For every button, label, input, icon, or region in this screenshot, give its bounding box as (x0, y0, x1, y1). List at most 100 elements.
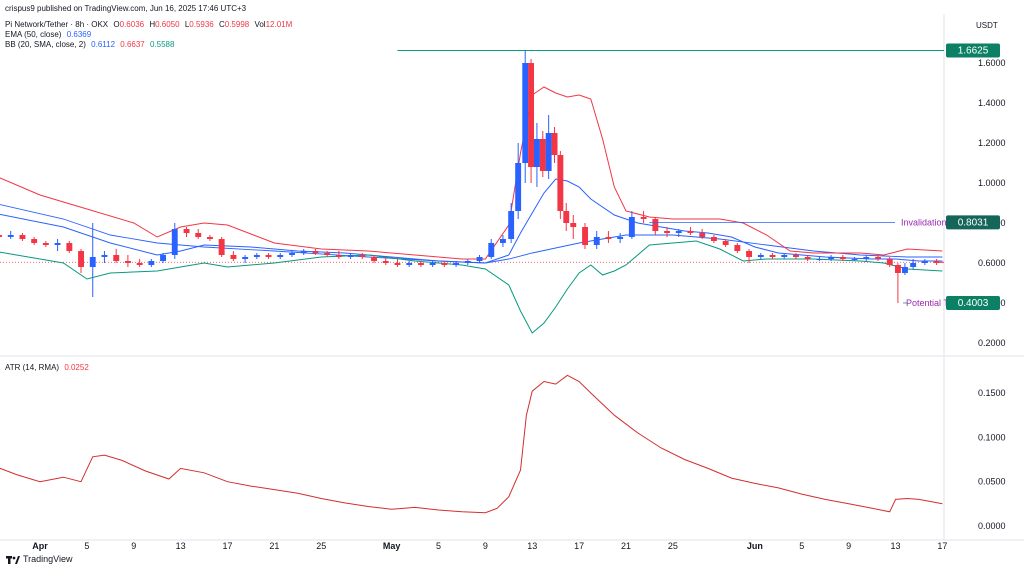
bb-label: BB (20, SMA, close, 2) (5, 40, 86, 49)
candle-body (500, 239, 506, 243)
candle-body (347, 255, 354, 257)
time-tick-label: 5 (436, 541, 441, 551)
high-value: 0.6050 (155, 20, 180, 29)
tradingview-logo-icon (6, 555, 20, 564)
candle-body (441, 263, 448, 265)
open-value: 0.6036 (119, 20, 145, 29)
candle-body (394, 263, 401, 265)
time-tick-label: 13 (891, 541, 901, 551)
candle-body (557, 155, 564, 211)
candle-body (545, 133, 552, 171)
price-tick-label: 1.0000 (978, 178, 1006, 188)
candle-body (230, 255, 237, 259)
candle-body (933, 261, 940, 263)
candle-body (125, 261, 131, 263)
volume-value: 12.01M (265, 20, 293, 29)
high-level-value: 1.6625 (958, 46, 989, 57)
candle-body (522, 63, 529, 163)
volume-label: Vol (254, 20, 266, 29)
ema-legend: EMA (50, close) 0.6369 (5, 30, 94, 40)
candle-body (534, 139, 540, 167)
candle-body (722, 241, 729, 245)
atr-line (0, 374, 943, 514)
time-tick-label: 21 (621, 541, 631, 551)
time-tick-label: 5 (799, 541, 804, 551)
candle-body (312, 251, 319, 253)
time-tick-label: 17 (574, 541, 584, 551)
candle-body (195, 233, 202, 237)
candle-body (640, 217, 647, 219)
bb-legend: BB (20, SMA, close, 2) 0.6112 0.6637 0.5… (5, 40, 177, 50)
price-tick-label: 1.2000 (978, 138, 1006, 148)
candle-body (570, 223, 577, 227)
candle-body (816, 259, 823, 260)
candle-body (652, 219, 659, 231)
candle-body (101, 255, 108, 257)
open-label: O (113, 20, 120, 29)
time-tick-label: 17 (937, 541, 947, 551)
bb-lower-value: 0.5588 (149, 40, 175, 49)
time-tick-label: 9 (131, 541, 136, 551)
bb-basis-value: 0.6112 (91, 40, 116, 49)
time-tick-label: 21 (269, 541, 279, 551)
ema-value: 0.6369 (66, 30, 92, 39)
candle-body (183, 229, 190, 233)
candle-body (289, 253, 295, 255)
currency-unit: USDT (976, 21, 998, 30)
candle-body (371, 257, 377, 261)
candle-body (253, 255, 260, 257)
invalidation-label: Invalidation point (901, 217, 969, 227)
candle-body (265, 255, 272, 257)
candle-body (476, 257, 483, 261)
ema-label: EMA (50, close) (5, 30, 62, 39)
candle-body (359, 255, 366, 257)
candle-body (66, 243, 73, 251)
candle-body (382, 261, 389, 263)
candle-body (528, 63, 534, 167)
candle-body (160, 255, 166, 261)
target-badge (946, 295, 1000, 310)
bb-upper-line (0, 86, 943, 260)
candle-body (78, 251, 84, 267)
publish-text: crispus9 published on TradingView.com, J… (5, 4, 247, 13)
candle-body (429, 263, 436, 265)
candle-body (453, 263, 459, 265)
time-tick-label: 9 (483, 541, 488, 551)
candle-body (863, 257, 870, 259)
candle-body (781, 255, 788, 257)
candle-body (875, 257, 881, 259)
candle-body (551, 133, 558, 155)
candle-body (113, 255, 120, 261)
candle-body (851, 259, 858, 260)
time-tick-label: 13 (527, 541, 537, 551)
close-label: C (218, 20, 225, 29)
bb-lower-line (0, 240, 943, 334)
publish-info: crispus9 published on TradingView.com, J… (5, 4, 249, 14)
candle-body (218, 239, 225, 255)
candle-body (921, 261, 928, 263)
candle-body (593, 237, 600, 245)
candle-body (757, 255, 764, 257)
candle-body (31, 239, 38, 243)
candle-body (19, 235, 26, 239)
low-label: L (184, 20, 190, 29)
candle-body (0, 235, 2, 237)
invalidation-value: 0.8031 (958, 217, 989, 228)
atr-tick-label: 0.1500 (978, 388, 1006, 398)
bb-basis-line (0, 178, 943, 264)
candle-body (793, 255, 799, 257)
price-tick-label: 0.2000 (978, 338, 1006, 348)
symbol-label: Pi Network/Tether · 8h · OKX (5, 20, 109, 29)
candle-body (804, 257, 811, 259)
candle-body (828, 257, 835, 259)
candle-body (664, 231, 670, 233)
time-tick-label: 9 (846, 541, 851, 551)
candle-body (207, 237, 213, 239)
candle-body (406, 263, 413, 265)
candle-body (746, 251, 752, 257)
time-tick-label: 25 (668, 541, 678, 551)
atr-tick-label: 0.0500 (978, 477, 1006, 487)
tradingview-brand[interactable]: TradingView (6, 554, 73, 564)
candle-body (324, 253, 331, 255)
